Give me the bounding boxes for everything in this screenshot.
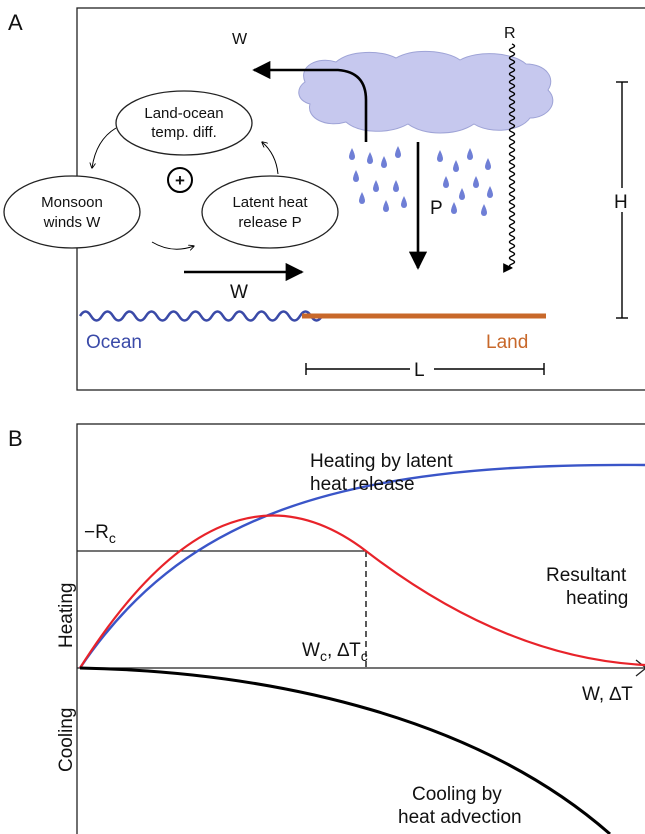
latent-text-2: release P (238, 214, 301, 231)
latent-curve-label-1: Heating by latent (310, 451, 453, 472)
wind-label-bottom: W (230, 282, 248, 303)
panel-a: A W P R H (3, 7, 645, 391)
resultant-curve-label-2: heating (566, 588, 628, 609)
loop-arrow-3 (262, 142, 279, 175)
heating-axis-label: Heating (56, 583, 77, 649)
latent-curve-label-2: heat release (310, 474, 415, 495)
loop-arrow-2 (151, 241, 194, 249)
plus-sign: + (175, 171, 185, 190)
height-label: H (614, 192, 628, 213)
cooling-axis-label: Cooling (56, 708, 77, 772)
latent-node (201, 175, 339, 249)
loop-arrow-1 (92, 127, 117, 168)
panel-b-frame (76, 423, 645, 834)
cooling-curve-label-1: Cooling by (412, 784, 502, 805)
resultant-heating-curve (79, 514, 645, 669)
ocean-label: Ocean (86, 332, 142, 353)
monsoon-text-1: Monsoon (41, 194, 103, 211)
panel-a-label: A (8, 10, 23, 35)
x-axis-label: W, ∆T (582, 684, 633, 705)
land-ocean-text-1: Land-ocean (144, 105, 223, 122)
monsoon-text-2: winds W (43, 214, 102, 231)
radiation-label: R (504, 25, 516, 42)
rain-drops (349, 146, 493, 216)
panel-b-label: B (8, 426, 23, 451)
cooling-curve-label-2: heat advection (398, 807, 522, 828)
radiation-arrow (501, 43, 516, 270)
latent-text-1: Latent heat (232, 194, 308, 211)
wc-label: Wc, ∆Tc (302, 640, 368, 664)
rc-label: −Rc (84, 522, 116, 546)
length-label: L (414, 360, 425, 381)
land-ocean-text-2: temp. diff. (151, 124, 217, 141)
x-axis-arrow-icon (635, 659, 645, 677)
positive-feedback-icon (167, 167, 193, 193)
wind-arrow-top (252, 60, 368, 142)
ocean-surface (78, 310, 324, 322)
land-ocean-node (115, 90, 253, 156)
panel-b: B W, ∆T −Rc Wc, ∆Tc Heating by latent he… (8, 423, 645, 834)
wind-label-top: W (232, 31, 248, 48)
precip-label: P (430, 198, 443, 219)
resultant-curve-label-1: Resultant (546, 565, 627, 586)
cloud-shape (298, 50, 554, 134)
land-label: Land (486, 332, 528, 353)
cooling-curve (79, 666, 611, 834)
latent-heating-curve (79, 463, 645, 669)
monsoon-node (3, 175, 141, 249)
